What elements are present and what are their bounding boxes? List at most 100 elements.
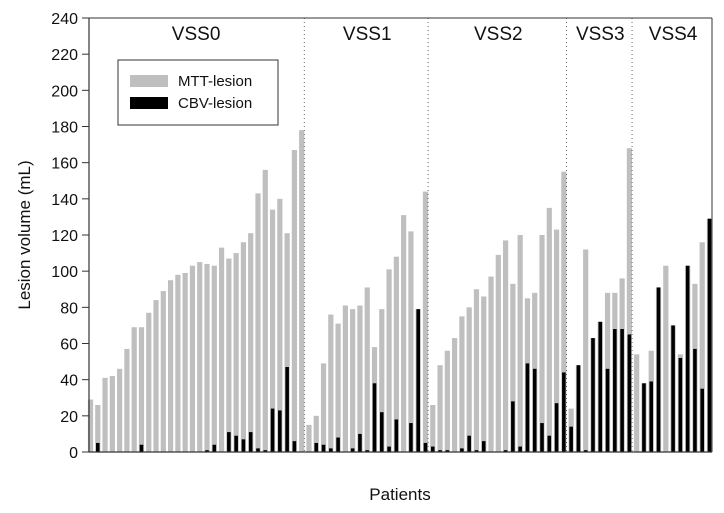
cbv-bar — [212, 444, 217, 452]
cbv-bar — [423, 442, 428, 452]
mtt-bar — [255, 193, 261, 453]
mtt-bar — [117, 368, 123, 452]
mtt-bar — [138, 327, 145, 452]
cbv-bar — [314, 442, 319, 452]
cbv-bar — [467, 435, 471, 452]
cbv-bar — [678, 357, 683, 452]
mtt-bar — [175, 274, 181, 452]
cbv-bar — [481, 441, 486, 452]
cbv-bar — [613, 329, 617, 452]
mtt-bar — [320, 363, 327, 452]
mtt-bar — [233, 253, 239, 452]
y-tick-label: 220 — [51, 47, 78, 64]
axes-layer: 0 20 40 60 80 100 120 140 160 180 200 220 240 — [51, 11, 713, 462]
cbv-bar — [270, 408, 275, 452]
cbv-bar — [700, 388, 705, 452]
mtt-bar — [422, 191, 429, 452]
cbv-bar — [248, 432, 253, 452]
y-tick-label: 120 — [51, 228, 78, 245]
mtt-bar — [226, 258, 232, 452]
cbv-bar — [278, 410, 282, 452]
mtt-bar — [583, 249, 589, 452]
cbv-bar — [693, 348, 697, 452]
cbv-bar — [569, 426, 573, 452]
mtt-bar — [168, 280, 174, 452]
group-labels: VSS0 VSS1 VSS2 VSS3 VSS4 — [172, 24, 698, 45]
mtt-bar — [328, 314, 334, 452]
cbv-bar — [95, 442, 100, 452]
mtt-bar — [197, 262, 203, 452]
mtt-bar — [459, 316, 465, 452]
mtt-bar — [262, 169, 268, 452]
mtt-bar — [488, 276, 494, 452]
mtt-bar — [109, 376, 115, 452]
cbv-bar — [358, 433, 362, 452]
bars-layer — [87, 130, 713, 453]
mtt-bar — [182, 272, 188, 452]
mtt-bar — [102, 377, 108, 452]
mtt-bar — [211, 265, 217, 452]
mtt-bar — [218, 247, 225, 452]
legend-box — [117, 59, 279, 126]
mtt-bar — [291, 150, 298, 452]
mtt-bar — [189, 265, 196, 452]
mtt-bar — [357, 305, 363, 452]
cbv-bar — [387, 446, 391, 452]
mtt-bar — [626, 148, 632, 452]
cbv-bar — [707, 218, 712, 452]
cbv-bar — [627, 334, 632, 452]
mtt-bar — [299, 130, 305, 452]
cbv-bar — [591, 338, 595, 452]
mtt-bar — [401, 215, 407, 452]
mtt-bar — [408, 231, 414, 452]
cbv-bar — [540, 423, 544, 452]
cbv-bar — [285, 367, 289, 452]
x-axis-title: Patients — [369, 485, 430, 504]
cbv-bar — [547, 435, 552, 452]
mtt-bar — [248, 233, 254, 452]
cbv-bar — [445, 450, 450, 452]
mtt-bar — [546, 207, 552, 452]
mtt-bar — [437, 365, 443, 452]
group-label: VSS2 — [474, 24, 523, 45]
mtt-bar — [663, 265, 669, 452]
cbv-bar — [554, 403, 559, 452]
cbv-bar — [329, 448, 333, 452]
mtt-bar — [87, 399, 94, 452]
cbv-bar — [336, 437, 340, 452]
mtt-bar — [335, 323, 341, 452]
mtt-bar — [342, 305, 348, 452]
mtt-bar — [393, 256, 399, 452]
mtt-bar — [160, 291, 166, 452]
cbv-bar — [583, 450, 588, 452]
mtt-bar — [561, 171, 567, 453]
cbv-bar — [350, 448, 355, 452]
mtt-bar — [313, 415, 319, 452]
cbv-bar — [460, 448, 464, 452]
mtt-bar — [699, 242, 705, 452]
mtt-bar — [634, 354, 640, 452]
mtt-bar — [350, 309, 356, 452]
cbv-bar — [430, 446, 435, 452]
cbv-bar — [139, 444, 144, 452]
cbv-bar — [379, 412, 384, 452]
cbv-bar — [503, 450, 508, 452]
mtt-bar — [364, 287, 370, 452]
y-tick-label: 60 — [60, 337, 78, 354]
cbv-bar — [576, 365, 581, 452]
mtt-bar — [430, 404, 436, 452]
mtt-bar — [444, 350, 450, 452]
y-tick-label: 140 — [51, 192, 78, 209]
mtt-bar — [510, 283, 516, 452]
mtt-bar — [131, 327, 137, 452]
mtt-bar — [481, 296, 487, 452]
mtt-bar — [204, 263, 210, 452]
group-label: VSS4 — [649, 24, 698, 45]
mtt-bar — [277, 198, 283, 452]
cbv-bar — [241, 439, 246, 452]
legend-swatch-cbv — [130, 97, 168, 109]
mtt-bar — [306, 424, 312, 452]
cbv-bar — [263, 450, 268, 452]
cbv-bar — [227, 432, 231, 452]
